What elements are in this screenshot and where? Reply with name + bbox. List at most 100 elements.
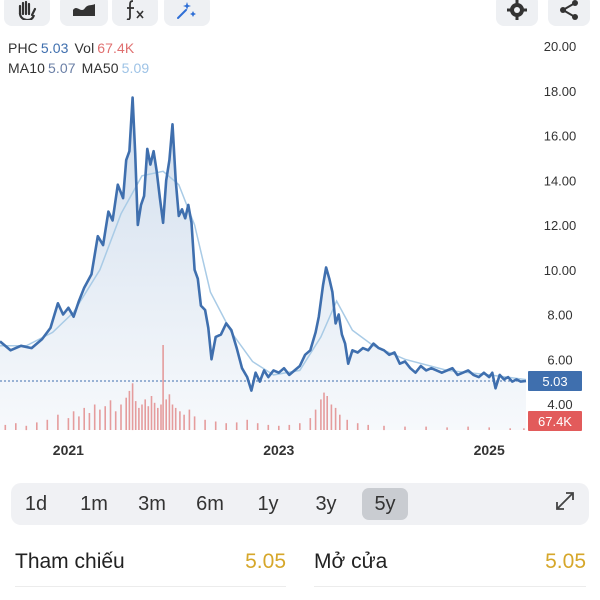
volume-bar [523, 428, 525, 430]
volume-bar [165, 399, 167, 430]
volume-bar [72, 411, 75, 430]
drawing-tools-button[interactable] [164, 0, 210, 26]
stat-divider-left [15, 586, 286, 587]
volume-bar [36, 422, 38, 430]
volume-bar [488, 427, 490, 430]
settings-button[interactable] [496, 0, 538, 26]
volume-bar [171, 404, 174, 430]
period-1d[interactable]: 1d [24, 492, 48, 515]
chart-toolbar [0, 0, 600, 30]
volume-bar [446, 427, 448, 430]
volume-bar [114, 411, 117, 430]
price-area-fill [0, 97, 526, 430]
period-6m[interactable]: 6m [196, 492, 224, 515]
period-3m[interactable]: 3m [138, 492, 166, 515]
volume-bar [120, 404, 122, 430]
y-tick-label: 18.00 [544, 84, 577, 99]
volume-bar [109, 400, 112, 430]
volume-bar [425, 426, 427, 430]
volume-bar [278, 425, 280, 431]
hand-tool-button[interactable] [4, 0, 50, 26]
period-3y[interactable]: 3y [315, 492, 337, 515]
indicators-button[interactable] [112, 0, 158, 26]
expand-chart-button[interactable] [547, 488, 583, 520]
period-5y[interactable]: 5y [362, 488, 408, 520]
y-tick-label: 14.00 [544, 173, 577, 188]
volume-bar [131, 383, 134, 431]
volume-bar [323, 392, 325, 430]
vol-label: Vol [74, 40, 95, 56]
volume-bar [314, 409, 317, 430]
volume-bar [157, 407, 159, 430]
volume-bar [235, 422, 238, 430]
volume-bar [246, 419, 248, 430]
volume-bar [88, 413, 91, 430]
volume-bar [150, 396, 153, 430]
volume-bar [383, 425, 385, 431]
share-button[interactable] [548, 0, 590, 26]
volume-bar [334, 407, 337, 430]
volume-bar [104, 406, 106, 430]
x-tick-label: 2021 [53, 442, 84, 458]
price-chart[interactable]: 20.00 18.00 16.00 14.00 12.00 10.00 8.00 6.00 4.… [0, 30, 600, 468]
last-price-badge [528, 370, 582, 391]
volume-bar [330, 404, 333, 430]
volume-bar [168, 394, 171, 430]
period-1m[interactable]: 1m [80, 492, 108, 515]
symbol-label: PHC [8, 40, 38, 56]
volume-bar [288, 424, 291, 430]
magic-draw-icon [175, 0, 199, 20]
volume-bar [174, 407, 177, 430]
reference-price-label: Tham chiếu [15, 550, 125, 573]
volume-bar [99, 409, 101, 430]
volume-bar [25, 425, 28, 431]
volume-bar [183, 414, 185, 430]
expand-icon [554, 490, 576, 518]
ma50-value: 5.09 [121, 60, 150, 76]
last-volume-badge [528, 411, 582, 431]
y-tick-label: 16.00 [544, 129, 577, 144]
volume-bar [509, 428, 511, 430]
volume-bar [141, 404, 143, 430]
price-value: 5.03 [40, 40, 69, 56]
open-price-label: Mở cửa [314, 550, 388, 573]
ma50-label: MA50 [81, 60, 119, 76]
volume-bar [225, 423, 227, 430]
volume-bar [193, 416, 196, 430]
chart-type-button[interactable] [60, 0, 108, 26]
volume-bar [147, 406, 150, 430]
x-tick-label: 2023 [263, 442, 294, 458]
volume-bar [367, 424, 369, 430]
indicator-fx-icon [123, 0, 147, 20]
last-price-badge-text: 5.03 [542, 374, 567, 389]
volume-bar [138, 407, 140, 430]
volume-bar [404, 426, 406, 430]
chart-info-line-2: MA10 5.07 MA50 5.09 [8, 60, 155, 76]
period-1y[interactable]: 1y [257, 492, 279, 515]
share-icon [558, 0, 580, 21]
y-tick-label: 12.00 [544, 218, 577, 233]
chart-canvas[interactable]: 20.00 18.00 16.00 14.00 12.00 10.00 8.00 6.00 4.… [0, 30, 600, 468]
volume-bar [83, 407, 85, 430]
y-tick-label: 20.00 [544, 39, 577, 54]
volume-bar [134, 401, 137, 430]
volume-bar [339, 414, 341, 430]
volume-bar [267, 424, 270, 430]
y-tick-label: 6.00 [547, 352, 572, 367]
volume-bar [179, 411, 181, 430]
price-line [0, 96, 527, 392]
volume-bar [128, 390, 131, 430]
volume-bar [4, 424, 7, 430]
volume-bar [356, 423, 359, 430]
volume-bar [144, 399, 146, 430]
volume-bar [467, 426, 469, 430]
y-tick-label: 4.00 [547, 397, 572, 412]
x-tick-label: 2025 [474, 442, 505, 458]
volume-bar [15, 423, 17, 430]
stat-divider-right [314, 586, 586, 587]
volume-bar [214, 421, 217, 430]
volume-bar [309, 418, 312, 430]
last-volume-badge-text: 67.4K [538, 414, 572, 429]
ma10-label: MA10 [8, 60, 45, 76]
y-tick-label: 10.00 [544, 263, 577, 278]
